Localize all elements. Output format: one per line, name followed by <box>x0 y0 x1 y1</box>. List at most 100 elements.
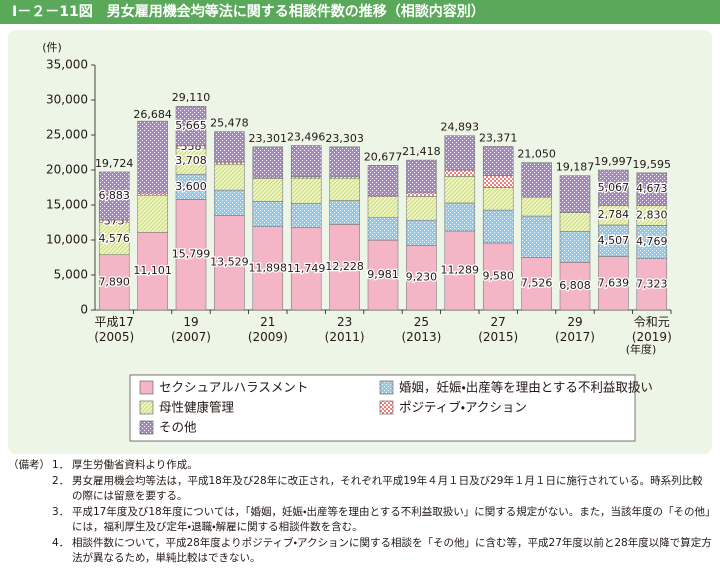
bar-segment <box>521 196 552 217</box>
y-tick-label: 20,000 <box>46 163 88 177</box>
bar-segment <box>598 169 629 206</box>
bar-segment <box>214 131 245 163</box>
bar-segment <box>482 209 514 244</box>
value-label: 4,507 <box>598 234 630 247</box>
bar-segment <box>98 254 130 311</box>
bar-segment <box>559 231 591 263</box>
bar-segment <box>329 177 360 201</box>
bar-segment <box>252 178 284 202</box>
value-label: 7,526 <box>521 277 553 290</box>
bar-segment <box>521 162 552 198</box>
note: 1． 厚生労働省資料より作成。 <box>52 458 712 474</box>
bar-segment <box>137 232 168 311</box>
bar-segment <box>482 146 514 176</box>
bar-segment <box>636 225 668 259</box>
bar-segment <box>175 199 207 311</box>
total-label: 19,724 <box>95 157 134 170</box>
note: 3． 平成17年度及び18年度については，「婚姻，妊娠・出産等を理由とする不利益取… <box>52 505 712 536</box>
bar-segment <box>406 192 437 197</box>
value-label: 9,230 <box>406 271 438 284</box>
value-label: 11,749 <box>287 262 326 275</box>
y-tick-label: 30,000 <box>46 93 88 107</box>
bar-segment <box>367 196 399 218</box>
total-label: 19,997 <box>594 155 633 168</box>
note-number: 3． <box>52 505 70 518</box>
legend-label: セクシュアルハラスメント <box>159 380 308 395</box>
bar-segment <box>482 175 514 188</box>
value-label: 4,673 <box>636 182 668 195</box>
note-text: 厚生労働省資料より作成。 <box>72 459 198 471</box>
bar-segment <box>559 175 591 213</box>
x-tick-label: 19 (2007) <box>171 315 211 344</box>
bar-segment <box>367 239 399 311</box>
x-tick-label: 27 (2015) <box>478 315 518 344</box>
bar-segment <box>444 202 476 232</box>
bar-segment <box>406 245 437 311</box>
value-label: 4,576 <box>98 232 130 245</box>
bar-segment <box>482 242 514 311</box>
bar-segment <box>252 226 284 311</box>
total-label: 23,303 <box>325 132 364 145</box>
x-tick-label: 21 (2009) <box>248 315 288 344</box>
value-label: 9,981 <box>367 268 399 281</box>
bar-segment <box>137 192 168 196</box>
bar-segment <box>214 215 245 311</box>
legend-swatch <box>139 420 154 435</box>
bar-segment <box>482 187 514 211</box>
y-axis-label: (件) <box>42 41 62 54</box>
value-label: 15,799 <box>172 248 211 261</box>
bar-segment <box>598 224 629 257</box>
legend-label: 母性健康管理 <box>159 400 235 415</box>
x-tick-label: 29 (2017) <box>555 315 595 344</box>
value-label: 3,708 <box>175 154 207 167</box>
value-label: 13,529 <box>210 256 249 269</box>
x-tick-label: 25 (2013) <box>401 315 441 344</box>
notes: （備考） 1． 厚生労働省資料より作成。 2． 男女雇用機会均等法は，平成18年及び2… <box>8 458 712 567</box>
value-label: 11,101 <box>133 264 172 277</box>
bar-segment <box>329 224 360 311</box>
bar-segment <box>175 105 207 147</box>
bar-segment <box>98 222 130 256</box>
bar-segment <box>290 227 322 311</box>
value-label: 4,769 <box>636 235 668 248</box>
bar-segment <box>175 173 207 200</box>
legend-swatch <box>379 400 394 415</box>
bar-segment <box>406 159 437 194</box>
total-label: 23,371 <box>479 131 518 144</box>
note-text: 平成17年度及び18年度については，「婚姻，妊娠・出産等を理由とする不利益取扱い… <box>72 505 711 534</box>
bar-segment <box>252 201 284 227</box>
y-tick-label: 35,000 <box>46 58 88 72</box>
total-label: 23,496 <box>287 131 326 144</box>
bar-segment <box>444 169 476 177</box>
bar-segment <box>137 120 168 194</box>
bar-segment <box>290 177 322 204</box>
bar-segment <box>598 256 629 311</box>
bar-segment <box>214 163 245 191</box>
bar-segment <box>290 145 322 177</box>
bar-segment <box>290 203 322 229</box>
x-tick-label: 23 (2011) <box>325 315 365 344</box>
bar-segment <box>521 215 552 258</box>
value-label: 3,600 <box>175 180 207 193</box>
value-label: 2,830 <box>636 208 668 221</box>
bar-segment <box>329 200 360 225</box>
total-label: 29,110 <box>172 91 211 104</box>
bar-segment <box>98 171 130 221</box>
total-label: 26,684 <box>133 108 172 121</box>
total-label: 24,893 <box>441 121 480 134</box>
chart: (件) (年度) 0 5,000 10,000 15,000 20,000 25,000 3… <box>42 41 672 442</box>
bar-segment <box>636 172 668 206</box>
total-label: 21,050 <box>517 148 556 161</box>
bar-segment <box>329 146 360 178</box>
total-label: 19,595 <box>633 158 672 171</box>
x-axis-label: (年度) <box>626 342 657 356</box>
note-number: 2． <box>52 474 70 487</box>
note: 2． 男女雇用機会均等法は，平成18年及び28年に改正され，それぞれ平成19年４月… <box>52 474 712 505</box>
total-label: 25,478 <box>210 117 249 130</box>
note-text: 男女雇用機会均等法は，平成18年及び28年に改正され，それぞれ平成19年４月１日… <box>72 474 703 503</box>
y-tick-label: 0 <box>80 303 88 317</box>
legend-swatch <box>139 400 154 415</box>
bar-segment <box>367 165 399 196</box>
note-number: 1． <box>52 459 70 471</box>
value-label: 7,323 <box>636 277 668 290</box>
